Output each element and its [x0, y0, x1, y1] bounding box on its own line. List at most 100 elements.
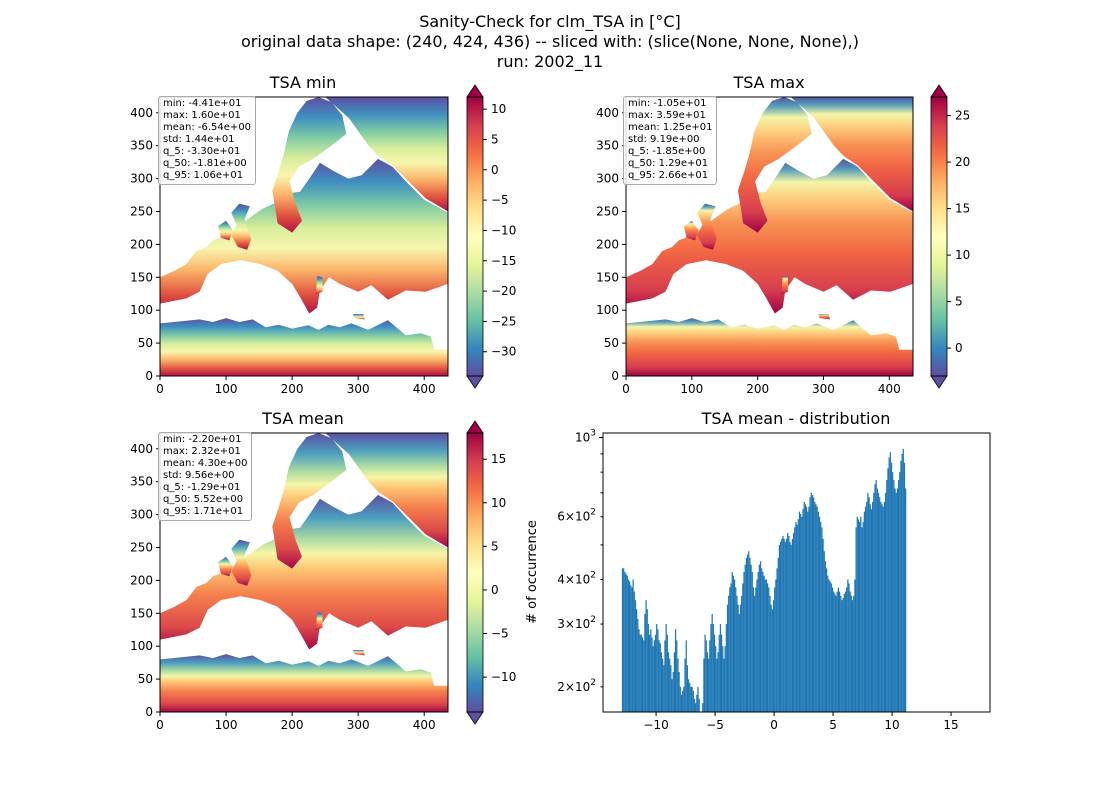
- histogram-bar: [856, 516, 858, 712]
- histogram-bar: [758, 564, 760, 712]
- histogram-bar: [779, 541, 782, 712]
- x-axis-ticks: 0 100 200 300 400: [156, 376, 436, 396]
- histogram-bar: [821, 527, 823, 712]
- histogram-bar: [805, 506, 808, 712]
- y-tick-label: 250: [130, 540, 153, 554]
- histogram-bar: [811, 495, 814, 712]
- histogram-bar: [644, 614, 646, 712]
- x-tick-label: 100: [215, 382, 238, 396]
- histogram-bar: [872, 501, 874, 712]
- histogram-bar: [801, 516, 803, 712]
- histogram-bar: [869, 504, 871, 712]
- histogram-bar: [666, 634, 668, 712]
- axes-title: TSA min: [269, 73, 336, 92]
- histogram-bar: [817, 511, 819, 712]
- land-patch: [160, 494, 448, 650]
- histogram-bar: [804, 504, 806, 712]
- land-patch: [737, 97, 812, 233]
- colorbar-tick-label: 0: [491, 583, 499, 597]
- colorbar-extend-max: [466, 420, 484, 434]
- histogram-bar: [686, 665, 688, 712]
- stat-std: std: 9.56e+00: [163, 470, 235, 481]
- histogram-bar: [657, 629, 659, 712]
- histogram-bar: [776, 568, 778, 712]
- colorbar-tick-label: 0: [491, 163, 499, 177]
- y-tick-label: 50: [138, 672, 153, 686]
- colorbar-tick-label: −30: [491, 345, 516, 359]
- histogram-bar: [716, 658, 718, 712]
- histogram-bar: [684, 658, 686, 712]
- histogram-bar: [632, 579, 634, 712]
- histogram-bar: [685, 640, 687, 712]
- land-patch: [315, 276, 323, 295]
- histogram-bar: [687, 679, 690, 712]
- histogram-bar: [653, 640, 655, 712]
- colorbar-extend-min: [466, 711, 484, 725]
- x-tick-label: 200: [281, 718, 304, 732]
- histogram-bar: [732, 575, 735, 712]
- histogram-bar: [636, 609, 638, 712]
- histogram-bar: [640, 634, 642, 712]
- colorbar-tick-label: 20: [955, 155, 970, 169]
- colorbar: 0 5 10 15 20 25: [930, 84, 970, 389]
- suptitle-line-2: original data shape: (240, 424, 436) -- …: [241, 32, 859, 51]
- histogram-bar: [768, 587, 770, 712]
- histogram-bar: [693, 698, 696, 712]
- land-patch: [626, 318, 913, 376]
- histogram-bar: [661, 658, 664, 712]
- histogram-bar: [836, 591, 838, 712]
- colorbar-extend-min: [466, 375, 484, 389]
- histogram-bar: [710, 624, 712, 712]
- colorbar-outline: [930, 96, 948, 377]
- figure-suptitle: Sanity-Check for clm_TSA in [°C] origina…: [0, 12, 1100, 72]
- histogram-bar: [728, 595, 730, 712]
- histogram-bar: [782, 535, 784, 712]
- histogram-bar: [663, 665, 665, 712]
- stat-min: min: -1.05e+01: [628, 98, 707, 109]
- histogram-bar: [830, 583, 832, 712]
- histogram-bar: [743, 571, 745, 712]
- colorbar-tick-label: −20: [491, 284, 516, 298]
- stat-q5: q_5: -1.85e+00: [628, 146, 706, 157]
- histogram-bar: [712, 624, 714, 712]
- land-patch: [218, 556, 233, 577]
- colorbar-tick-label: 10: [491, 496, 506, 510]
- x-axis-ticks: 0 100 200 300 400: [622, 376, 901, 396]
- histogram-bar: [837, 587, 840, 712]
- histogram-bar: [717, 652, 719, 712]
- histogram-bar: [767, 583, 769, 712]
- land-patch: [352, 650, 365, 656]
- histogram-bar: [750, 564, 752, 712]
- y-tick-label: 0: [145, 369, 153, 383]
- stats-box-tsa-max: min: -1.05e+01 max: 3.59e+01 mean: 1.25e…: [623, 96, 718, 185]
- histogram-bar: [765, 579, 768, 712]
- histogram-bar: [638, 629, 640, 712]
- histogram-bar: [810, 492, 812, 712]
- histogram-bar: [778, 544, 781, 712]
- histogram-bar: [641, 637, 644, 712]
- x-tick-label: 10: [884, 718, 899, 732]
- histogram-bar: [833, 591, 835, 712]
- histogram-bar: [649, 634, 651, 712]
- colorbar-tick-label: 15: [491, 452, 506, 466]
- histogram-bar: [879, 497, 881, 712]
- colorbar-tick-label: 5: [491, 132, 499, 146]
- histogram-bar: [654, 634, 657, 712]
- histogram-bar: [702, 703, 704, 712]
- x-tick-label: 15: [943, 718, 958, 732]
- histogram-bar: [820, 521, 822, 712]
- histogram-bar: [652, 646, 654, 712]
- axes-frame: [159, 96, 449, 377]
- x-tick-label: 0: [622, 382, 630, 396]
- histogram-bar: [860, 516, 862, 712]
- colorbar-outline: [466, 432, 484, 713]
- histogram-bar: [818, 516, 821, 712]
- x-tick-label: −10: [643, 718, 668, 732]
- histogram-bar: [795, 521, 797, 712]
- histogram-bar: [902, 448, 904, 712]
- histogram-bar: [665, 624, 667, 712]
- x-tick-label: 400: [413, 718, 436, 732]
- histogram-bar: [841, 600, 843, 712]
- histogram-bar: [723, 658, 725, 712]
- histogram-bar: [787, 533, 789, 712]
